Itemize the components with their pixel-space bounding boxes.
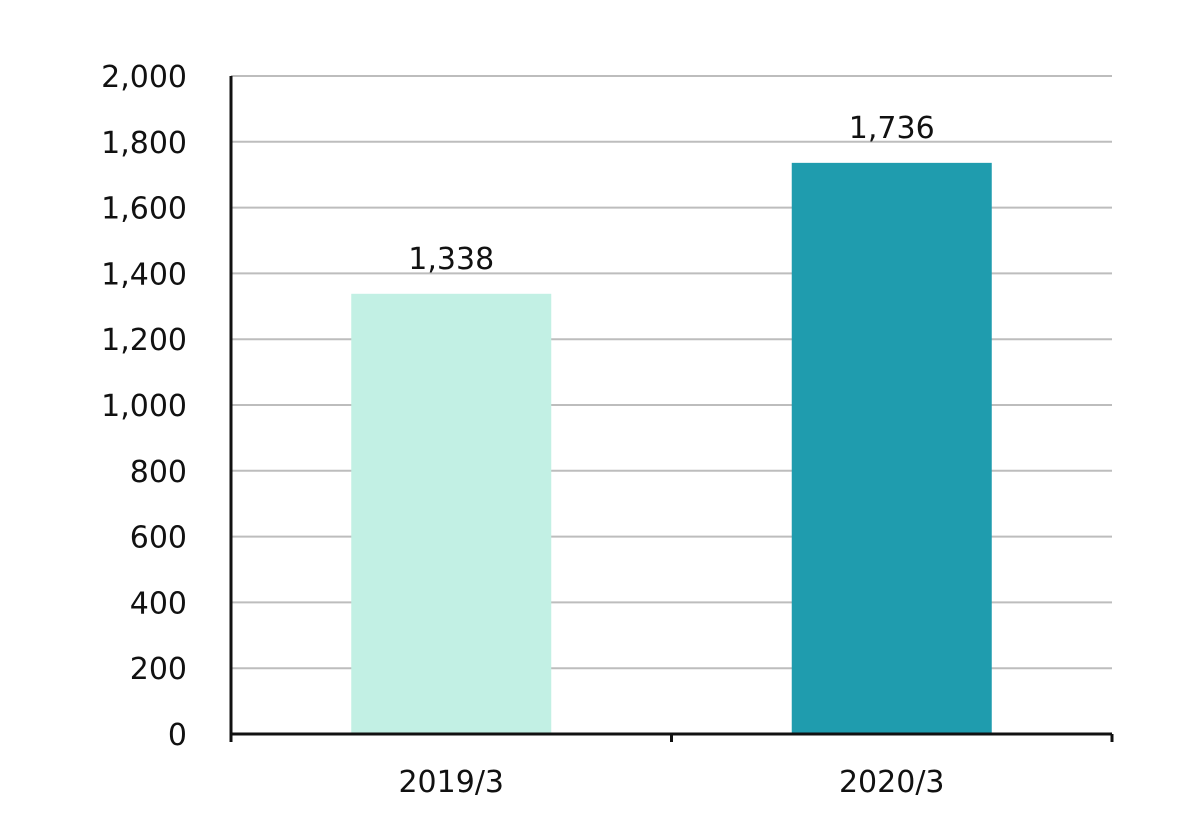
y-tick-label: 1,200 (101, 323, 187, 358)
axes (229, 76, 1114, 742)
data-label: 1,338 (408, 242, 494, 277)
y-tick-label: 1,400 (101, 257, 187, 292)
y-tick-label: 1,000 (101, 389, 187, 424)
y-tick-label: 800 (130, 455, 187, 490)
data-labels: 1,338 1,736 (408, 111, 934, 277)
y-tick-label: 2,000 (101, 60, 187, 95)
bars (351, 162, 992, 734)
bar (351, 293, 552, 734)
y-tick-label: 600 (130, 521, 187, 556)
bar (791, 162, 992, 734)
x-tick-labels: 2019/3 2020/3 (398, 765, 944, 800)
y-tick-label: 200 (130, 652, 187, 687)
y-tick-label: 1,600 (101, 192, 187, 227)
y-tick-label: 400 (130, 586, 187, 621)
x-tick-label: 2020/3 (839, 765, 945, 800)
y-tick-labels: 0 200 400 600 800 1,000 1,200 1,400 1,600 1,800 2,… (101, 60, 187, 753)
y-tick-label: 0 (168, 718, 187, 753)
x-tick-label: 2019/3 (398, 765, 504, 800)
y-tick-label: 1,800 (101, 126, 187, 161)
data-label: 1,736 (849, 111, 935, 146)
